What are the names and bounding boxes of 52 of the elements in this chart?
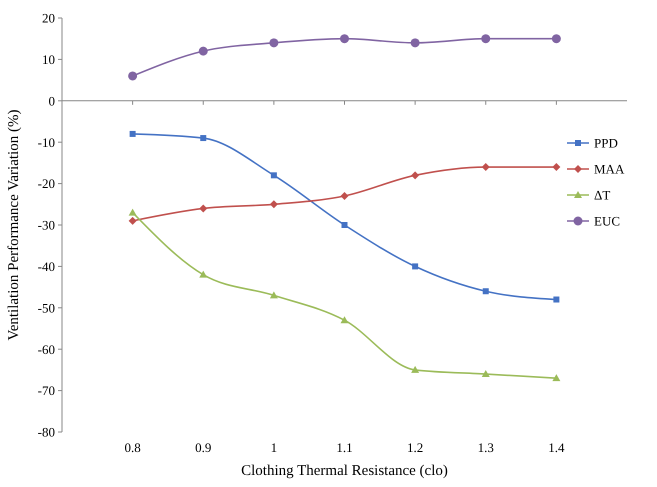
point [552,374,560,382]
point [340,316,348,324]
legend-label: EUC [594,214,620,229]
point [128,216,137,225]
point [270,291,278,298]
point [412,263,418,270]
y-tick-label: -60 [38,342,55,357]
point [200,135,206,142]
x-tick-label: 1.3 [478,440,494,455]
legend-label: PPD [594,136,618,151]
point [342,222,348,228]
x-tick-label: 1 [270,440,278,455]
point [199,204,208,212]
x-tick-label: 1.1 [336,440,353,455]
y-axis-title: Ventilation Performance Variation (%) [6,110,22,340]
y-tick-label: -40 [38,258,55,274]
point [410,38,420,48]
x-tick-label: 0.9 [195,440,212,455]
x-tick-label: 1.4 [548,440,565,455]
point [482,370,490,378]
point [270,172,277,178]
point [552,34,561,44]
point [269,38,278,48]
point [130,130,136,137]
point [553,296,560,303]
point [411,366,420,373]
x-tick-label: 1.2 [407,440,424,455]
point [340,34,349,44]
y-tick-label: -70 [38,383,55,398]
legend-label: MAA [594,162,625,177]
point [198,46,208,56]
point [128,71,138,80]
y-tick-label: 0 [48,93,55,108]
point [199,270,208,278]
legend-label: ΔT [594,188,610,203]
y-tick-label: -80 [38,424,55,440]
y-tick-label: -50 [38,300,55,316]
x-tick-label: 0.8 [124,440,141,455]
y-tick-label: -20 [38,176,55,192]
point [411,171,420,180]
point [270,200,278,208]
point [482,288,489,294]
point [482,163,490,172]
y-tick-label: 20 [42,10,55,26]
point [552,163,560,172]
y-tick-label: 10 [42,52,55,67]
x-axis-title: Clothing Thermal Resistance (clo) [241,463,448,479]
y-tick-label: -30 [38,218,55,233]
point [128,208,137,216]
point [481,34,490,44]
point [340,192,348,200]
y-tick-label: -10 [38,134,55,150]
